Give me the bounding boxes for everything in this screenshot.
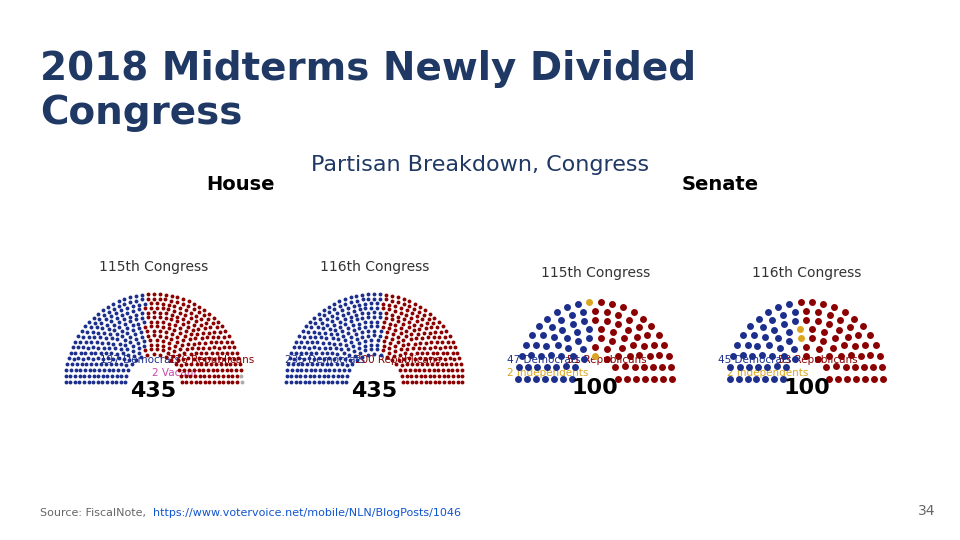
Text: 435: 435 [351, 381, 397, 401]
Text: 2018 Midterms Newly Divided
Congress: 2018 Midterms Newly Divided Congress [40, 50, 696, 132]
Text: 236 Republicans: 236 Republicans [168, 355, 254, 365]
Text: 200 Republicans: 200 Republicans [355, 355, 441, 365]
Text: Source: FiscalNote,: Source: FiscalNote, [40, 508, 150, 518]
Text: Partisan Breakdown, Congress: Partisan Breakdown, Congress [311, 155, 649, 175]
Text: 47 Democrats: 47 Democrats [507, 355, 581, 365]
Text: 51 Republicans: 51 Republicans [567, 355, 647, 365]
Text: 53 Republicans: 53 Republicans [778, 355, 857, 365]
Text: 197 Democrats: 197 Democrats [100, 355, 180, 365]
Text: 2 Independents: 2 Independents [507, 368, 588, 378]
Title: 116th Congress: 116th Congress [752, 266, 861, 280]
Text: 100: 100 [572, 378, 618, 398]
Text: Senate: Senate [682, 175, 758, 194]
Text: 235 Democrats: 235 Democrats [285, 355, 365, 365]
Text: 34: 34 [918, 504, 935, 518]
Title: 115th Congress: 115th Congress [540, 266, 650, 280]
Text: https://www.votervoice.net/mobile/NLN/BlogPosts/1046: https://www.votervoice.net/mobile/NLN/Bl… [153, 508, 461, 518]
Text: 100: 100 [783, 378, 829, 398]
Text: 45 Democrats: 45 Democrats [718, 355, 791, 365]
Title: 115th Congress: 115th Congress [99, 260, 208, 274]
Text: House: House [205, 175, 275, 194]
Title: 116th Congress: 116th Congress [320, 260, 429, 274]
Text: 435: 435 [131, 381, 177, 401]
Text: 2 independents: 2 independents [728, 368, 808, 378]
Text: 2 Vacant: 2 Vacant [153, 368, 198, 378]
